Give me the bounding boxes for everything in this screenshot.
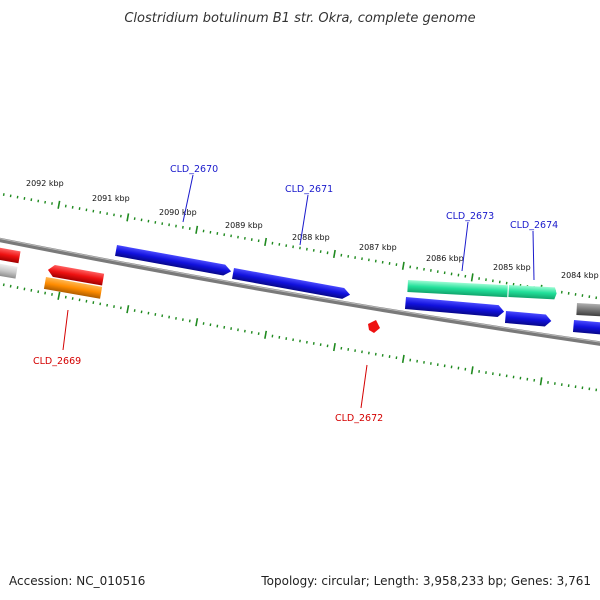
major-tick (470, 273, 474, 282)
gene-label[interactable]: CLD_2670 (170, 164, 218, 175)
callout-line (62, 309, 69, 351)
gene-label[interactable]: CLD_2674 (510, 220, 558, 231)
gene-reverse-lightgray-edge[interactable] (0, 262, 18, 279)
accession-text: Accession: NC_010516 (9, 574, 145, 588)
minor-tick (51, 293, 53, 296)
major-tick (332, 249, 336, 259)
gene-reverse-red-edge[interactable] (0, 246, 21, 264)
scale-label: 2085 kbp (493, 263, 531, 272)
gene-cld-2672[interactable] (368, 320, 380, 333)
gene-inner-blue-3[interactable] (572, 320, 600, 335)
minor-tick (113, 305, 115, 308)
minor-tick (2, 283, 5, 287)
gene-cld-2673[interactable] (407, 280, 508, 298)
major-tick (470, 366, 474, 375)
inner-genes (368, 297, 600, 335)
scale-label: 2086 kbp (426, 254, 464, 263)
major-tick (57, 200, 61, 209)
gene-inner-blue-1[interactable] (404, 297, 505, 318)
major-tick (539, 377, 543, 386)
callout-line (182, 174, 194, 223)
major-tick (401, 354, 405, 363)
major-tick (126, 213, 130, 222)
scale-label: 2091 kbp (92, 194, 130, 203)
scale-label: 2092 kbp (26, 179, 64, 188)
minor-tick (9, 284, 12, 288)
callout-line (532, 230, 535, 281)
major-tick (195, 225, 199, 234)
minor-tick (44, 291, 47, 295)
gene-reverse-red[interactable] (47, 264, 105, 286)
gene-labels: CLD_2670 CLD_2671 CLD_2673 CLD_2674 CLD_… (33, 164, 558, 424)
gene-cld-2670[interactable] (115, 245, 232, 277)
gene-cld-2669[interactable] (43, 277, 103, 299)
gene-label[interactable]: CLD_2672 (335, 413, 383, 424)
reverse-genes (0, 246, 105, 299)
genome-summary-text: Topology: circular; Length: 3,958,233 bp… (260, 574, 591, 588)
gene-label[interactable]: CLD_2669 (33, 356, 81, 367)
major-tick (332, 342, 336, 352)
major-tick (401, 261, 405, 270)
major-tick (195, 318, 199, 327)
callout-line (299, 194, 309, 246)
gene-label[interactable]: CLD_2671 (285, 184, 333, 195)
scale-label: 2087 kbp (359, 243, 397, 252)
minor-tick (30, 288, 33, 292)
gene-cld-2674[interactable] (508, 285, 557, 300)
gene-label[interactable]: CLD_2673 (446, 211, 494, 222)
minor-tick (37, 290, 40, 294)
minor-tick (23, 287, 26, 291)
major-tick (57, 291, 61, 300)
gene-inner-blue-2[interactable] (504, 311, 552, 327)
minor-tick (78, 298, 81, 302)
inner-scale-ticks (2, 283, 598, 392)
minor-tick (92, 301, 95, 304)
map-title: Clostridium botulinum B1 str. Okra, comp… (124, 11, 475, 26)
scale-labels: 2092 kbp 2091 kbp 2090 kbp 2089 kbp 2088… (26, 179, 599, 280)
scale-label: 2084 kbp (561, 271, 599, 280)
major-tick (126, 305, 130, 314)
scale-label: 2088 kbp (292, 233, 330, 242)
forward-genes (115, 245, 600, 317)
minor-tick (71, 297, 74, 300)
outer-scale-ticks (2, 193, 598, 300)
minor-tick (16, 286, 19, 289)
genome-backbone (0, 237, 600, 346)
callout-line (360, 364, 368, 409)
callout-lines (62, 174, 535, 409)
genome-backbone-highlight (0, 238, 600, 343)
minor-tick (99, 302, 102, 306)
minor-tick (106, 303, 109, 307)
major-tick (264, 330, 268, 339)
minor-tick (64, 295, 67, 299)
scale-label: 2090 kbp (159, 208, 197, 217)
scale-label: 2089 kbp (225, 221, 263, 230)
callout-line (461, 221, 469, 272)
gene-forward-gray[interactable] (576, 303, 600, 317)
gene-cld-2671[interactable] (232, 268, 351, 300)
major-tick (264, 237, 268, 247)
